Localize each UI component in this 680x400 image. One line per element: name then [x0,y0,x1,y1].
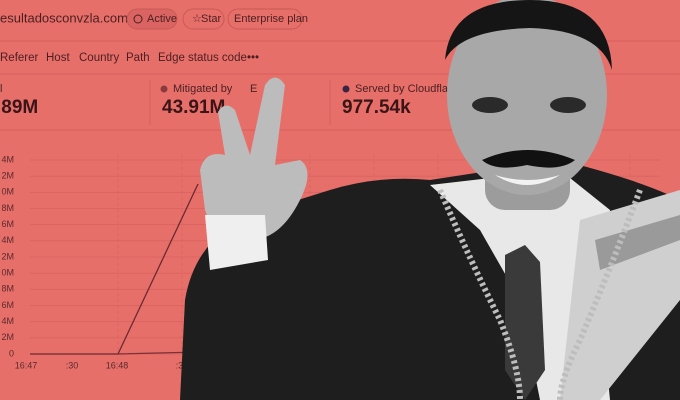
stat-label: l [0,83,2,95]
stat-label: Mitigated by [173,83,233,95]
tab[interactable]: Path [126,52,150,64]
status-badge [126,8,178,30]
y-axis-label: 0 [9,348,14,358]
x-axis-label: 16:47 [15,360,38,370]
y-axis-label: 0M [1,268,14,278]
y-axis-label: 8M [1,284,14,294]
y-axis-label: 6M [1,300,14,310]
y-axis-label: 6M [1,219,14,229]
domain-name: esultadosconvzla.com [0,10,128,25]
tab[interactable]: Host [46,52,70,64]
y-axis-label: 4M [1,316,14,326]
tab[interactable]: Country [79,52,120,64]
star-text: Star [201,13,222,25]
plan-badge [227,8,303,30]
y-axis-label: 8M [1,203,14,213]
x-axis-label: :30 [66,360,79,370]
stat-value: 43.91M [162,97,225,118]
y-axis-label: 0M [1,187,14,197]
x-axis-label: 16:48 [106,360,129,370]
y-axis-label: 4M [1,154,14,164]
y-axis-label: 4M [1,235,14,245]
plan-text: Enterprise plan [234,13,308,25]
star-button[interactable] [182,8,225,30]
legend-dot [160,85,168,93]
y-axis-label: 2M [1,251,14,261]
stat-label: Served by Cloudflar [355,83,452,95]
y-axis-label: 2M [1,171,14,181]
tab[interactable]: Edge status code [158,52,247,64]
stat-value: 977.54k [342,97,411,118]
tab-bar: Referer Host Country Path Edge status code ••… [0,52,259,64]
check-icon [133,14,143,24]
stat-label: E [250,83,257,95]
stat-value: .89M [0,97,38,118]
tab[interactable]: Referer [0,52,39,64]
y-axis-label: 2M [1,332,14,342]
star-icon: ☆ [192,13,202,25]
photo-overlay [180,0,680,400]
legend-dot [342,85,350,93]
status-text: Active [147,13,177,25]
tab[interactable]: ••• [247,52,259,64]
